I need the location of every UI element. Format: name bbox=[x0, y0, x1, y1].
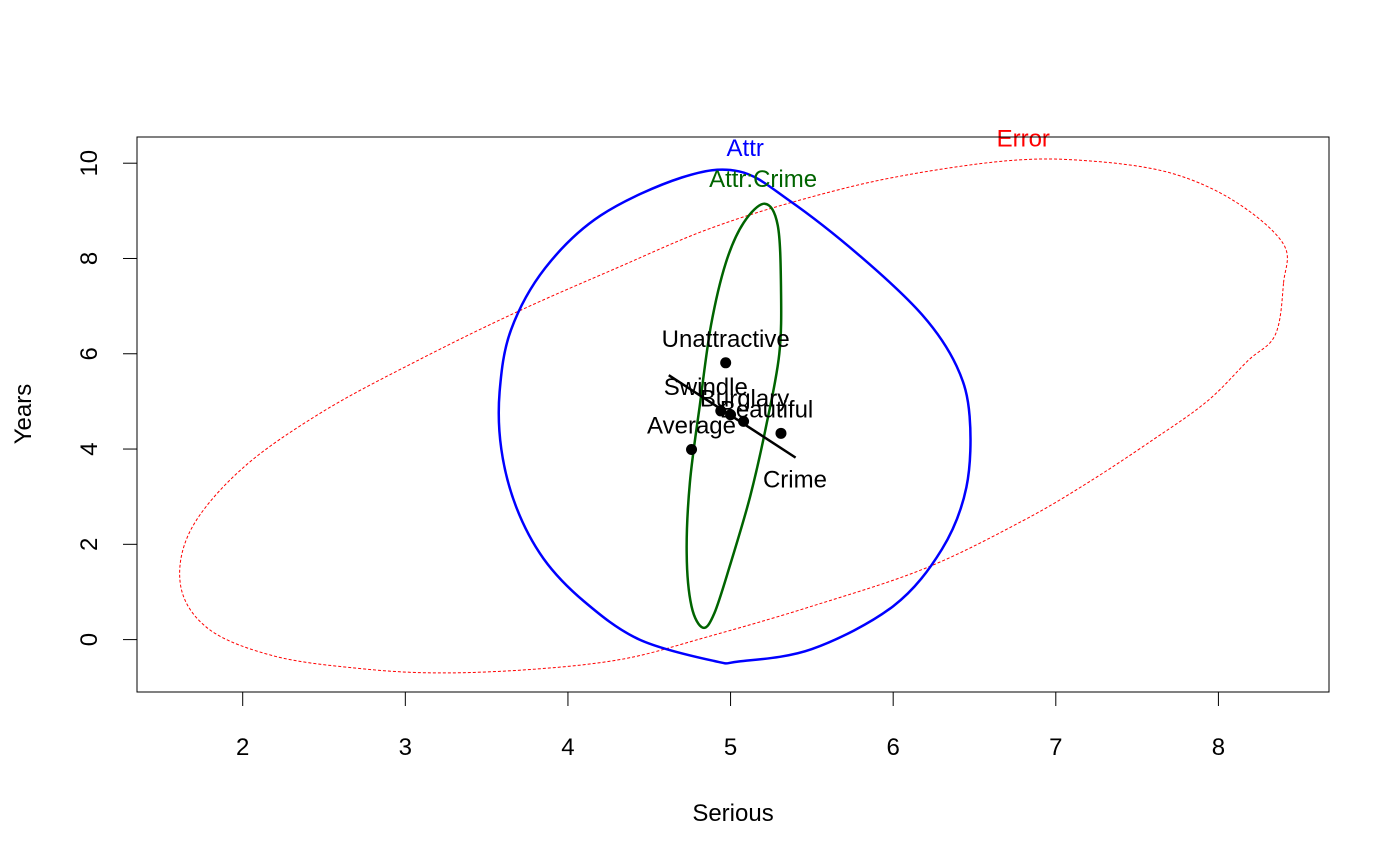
ellipse-label-error: Error bbox=[997, 126, 1050, 153]
point-burglary bbox=[725, 409, 737, 421]
point-crime bbox=[775, 427, 787, 439]
point-average bbox=[686, 444, 698, 456]
y-tick-label: 0 bbox=[76, 633, 103, 646]
x-tick-label: 3 bbox=[399, 734, 412, 761]
x-tick-label: 7 bbox=[1049, 734, 1062, 761]
y-tick-label: 8 bbox=[76, 252, 103, 265]
ellipses-layer bbox=[179, 158, 1288, 674]
ellipse-attr bbox=[497, 168, 972, 665]
y-tick-label: 2 bbox=[76, 538, 103, 551]
y-tick-label: 6 bbox=[76, 347, 103, 360]
point-beautiful bbox=[738, 415, 750, 427]
x-tick-label: 4 bbox=[561, 734, 574, 761]
y-tick-label: 10 bbox=[76, 150, 103, 177]
point-label-beautiful: Beautiful bbox=[720, 396, 813, 423]
x-tick-label: 8 bbox=[1212, 734, 1225, 761]
y-axis: 0 2 4 6 8 10 bbox=[76, 150, 138, 646]
ellipse-label-attr-crime: Attr:Crime bbox=[709, 166, 817, 193]
y-tick-label: 4 bbox=[76, 442, 103, 455]
x-axis: 2 3 4 5 6 7 8 bbox=[236, 691, 1225, 761]
x-tick-label: 6 bbox=[887, 734, 900, 761]
y-axis-label: Years bbox=[10, 384, 37, 445]
ellipse-error bbox=[179, 158, 1288, 674]
points-layer bbox=[686, 357, 787, 456]
point-unattractive bbox=[720, 357, 732, 369]
x-tick-label: 2 bbox=[236, 734, 249, 761]
point-swindle bbox=[715, 405, 727, 417]
labels-layer: Unattractive SwindleBurglaryBeautifulAver… bbox=[647, 126, 1050, 494]
point-label-average: Average bbox=[647, 413, 736, 440]
ellipse-label-attr: Attr bbox=[727, 135, 764, 162]
x-tick-label: 5 bbox=[724, 734, 737, 761]
point-label-unattractive: Unattractive bbox=[662, 326, 790, 353]
point-label-crime: Crime bbox=[763, 466, 827, 493]
point-label-swindle: Swindle bbox=[664, 374, 748, 401]
point-label-burglary: Burglary bbox=[700, 386, 789, 413]
ellipse-attr-crime bbox=[685, 202, 783, 630]
x-axis-label: Serious bbox=[692, 800, 773, 827]
